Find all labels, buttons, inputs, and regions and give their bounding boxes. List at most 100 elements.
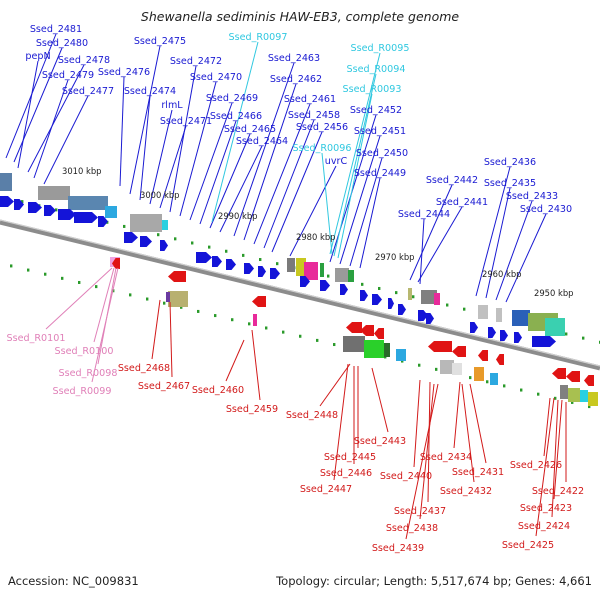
gene-label-leader — [339, 135, 381, 265]
gene-label: Ssed_R0100 — [55, 346, 114, 357]
gene-label-leader — [159, 125, 187, 209]
gene-feature-block — [568, 388, 580, 402]
scale-tick — [446, 303, 449, 307]
gene-label: Ssed_2452 — [350, 105, 402, 116]
gene-label-leader — [349, 157, 383, 267]
gene-feature-block — [162, 220, 168, 230]
gene-label-leader — [551, 399, 559, 518]
gene-label: Ssed_2433 — [506, 191, 558, 202]
gene-label: Ssed_2474 — [124, 86, 176, 97]
reverse-gene-arrow — [496, 354, 504, 365]
forward-gene-arrow — [160, 240, 168, 251]
gene-label-leader — [151, 299, 161, 360]
scale-tick — [469, 376, 472, 380]
gene-label: Ssed_R0094 — [347, 64, 406, 75]
scale-tick — [27, 268, 30, 272]
scale-tick — [361, 282, 364, 286]
gene-feature-block — [512, 310, 530, 326]
gene-label: Ssed_2461 — [284, 94, 336, 105]
gene-label-leader — [149, 109, 173, 205]
scale-tick — [242, 253, 245, 257]
gene-label-leader — [333, 73, 377, 257]
kbp-tick-label: 2980 kbp — [296, 232, 335, 242]
gene-label-leader — [17, 60, 39, 169]
gene-feature-block — [287, 258, 295, 272]
gene-label: Ssed_2437 — [394, 506, 446, 517]
gene-label-leader — [33, 79, 69, 179]
gene-label: Ssed_2446 — [320, 468, 372, 479]
forward-gene-arrow — [388, 298, 394, 309]
kbp-tick-label: 3000 kbp — [140, 190, 179, 200]
scale-tick — [412, 295, 415, 299]
scale-tick — [503, 384, 506, 388]
forward-gene-arrow — [0, 196, 14, 207]
gene-label-leader — [461, 383, 475, 483]
gene-label-leader — [333, 363, 349, 481]
gene-label-leader — [453, 381, 461, 449]
gene-label: Ssed_2435 — [484, 178, 536, 189]
forward-gene-arrow — [514, 332, 522, 343]
gene-label-leader — [553, 399, 563, 500]
gene-label: pepN — [25, 51, 50, 62]
scale-tick — [582, 336, 585, 340]
forward-gene-arrow — [470, 322, 478, 333]
gene-label: Ssed_2436 — [484, 157, 536, 168]
reverse-gene-arrow — [360, 325, 374, 336]
gene-label-leader — [43, 95, 89, 185]
gene-feature-block — [560, 385, 568, 399]
gene-label-leader — [169, 65, 197, 213]
gene-label: Ssed_2432 — [440, 486, 492, 497]
scale-tick — [520, 388, 523, 392]
gene-label-leader — [321, 152, 333, 255]
gene-label-leader — [359, 177, 381, 269]
gene-label-leader — [419, 383, 435, 520]
gene-feature-block — [68, 196, 108, 210]
forward-gene-arrow — [360, 290, 368, 301]
gene-label-leader — [27, 64, 85, 173]
gene-label-leader — [413, 379, 421, 468]
gene-label: Ssed_2458 — [288, 110, 340, 121]
gene-label: Ssed_2431 — [452, 467, 504, 478]
forward-gene-arrow — [212, 256, 222, 267]
gene-label-leader — [427, 381, 431, 503]
kbp-tick-label: 2970 kbp — [375, 252, 414, 262]
gene-label: Ssed_2478 — [58, 55, 110, 66]
scale-tick — [299, 334, 302, 338]
gene-label-leader — [233, 62, 295, 237]
gene-label: Ssed_2439 — [372, 543, 424, 554]
reverse-gene-arrow — [252, 296, 266, 307]
gene-feature-block — [478, 305, 488, 319]
forward-gene-arrow — [226, 259, 236, 270]
gene-label-leader — [179, 81, 217, 217]
gene-feature-block — [166, 292, 170, 302]
gene-label: Ssed_2472 — [170, 56, 222, 67]
scale-tick — [231, 318, 234, 322]
scale-tick — [418, 363, 421, 367]
gene-label-leader — [329, 114, 377, 263]
gene-label-leader — [45, 267, 113, 330]
reverse-gene-arrow — [584, 375, 594, 386]
gene-label-leader — [251, 329, 261, 401]
gene-label-leader — [485, 187, 511, 299]
kbp-tick-label: 3010 kbp — [62, 166, 101, 176]
gene-label-leader — [505, 213, 547, 303]
gene-label-leader — [319, 363, 351, 407]
scale-tick — [571, 400, 574, 404]
gene-feature-block — [408, 288, 412, 300]
gene-label: Ssed_2475 — [134, 36, 186, 47]
scale-tick — [163, 301, 166, 305]
scale-tick — [123, 224, 126, 228]
gene-label: Ssed_2447 — [300, 484, 352, 495]
scale-tick — [95, 285, 98, 289]
scale-tick — [316, 338, 319, 342]
scale-tick — [265, 326, 268, 330]
gene-feature-block — [38, 186, 70, 200]
scale-tick — [565, 332, 568, 336]
forward-gene-arrow — [426, 313, 434, 324]
scale-tick — [21, 200, 24, 204]
forward-gene-arrow — [500, 330, 508, 341]
scale-tick — [486, 380, 489, 384]
gene-feature-block — [490, 373, 498, 385]
gene-label: uvrC — [325, 156, 348, 167]
forward-gene-arrow — [398, 304, 406, 315]
